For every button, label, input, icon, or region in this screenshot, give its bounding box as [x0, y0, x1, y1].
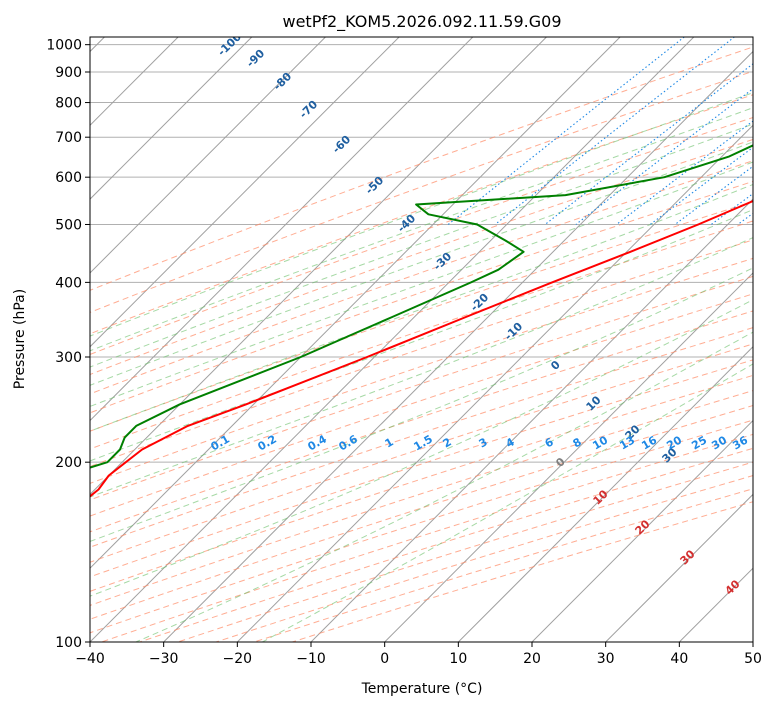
- dry-adiabat-line: [90, 310, 753, 533]
- x-tick-label: 10: [449, 651, 467, 667]
- isotherm-line: [90, 37, 474, 422]
- moist-adiabat-line: [90, 299, 753, 597]
- dry-adiabat-line: [90, 201, 753, 432]
- moist-adiabat-line: [90, 237, 753, 498]
- isotherm-line: [531, 419, 753, 642]
- dry-adiabat-line: [90, 117, 753, 355]
- isotherm-line: [457, 346, 753, 642]
- y-tick-label: 900: [55, 65, 82, 81]
- moist-adiabat-line: [90, 183, 753, 432]
- isotherm-line: [90, 37, 621, 569]
- dry-adiabat-line: [90, 257, 753, 484]
- isotherm-line: [384, 272, 753, 642]
- profile-layer: [90, 144, 753, 498]
- y-axis-title: Pressure (hPa): [12, 289, 28, 389]
- dewpoint-profile-line: [90, 144, 753, 469]
- mixing-ratio-line: [544, 63, 753, 225]
- plot-frame: [89, 36, 754, 643]
- chart-title: wetPf2_KOM5.2026.092.11.59.G09: [282, 12, 561, 32]
- x-tick-label: −10: [296, 651, 326, 667]
- y-tick-label: 100: [55, 635, 82, 651]
- isotherm-line: [90, 37, 547, 496]
- x-tick-label: 40: [670, 651, 688, 667]
- dry-adiabat-line: [90, 293, 753, 517]
- x-tick-label: −40: [75, 651, 105, 667]
- temperature-profile-line: [90, 199, 753, 498]
- y-tick-label: 500: [55, 217, 82, 233]
- mixing-ratio-line: [575, 88, 753, 225]
- dry-adiabat-line: [90, 70, 753, 313]
- dry-adiabat-line: [90, 160, 753, 395]
- y-tick-label: 400: [55, 275, 82, 291]
- isotherm-line: [90, 37, 326, 274]
- dry-adiabat-line: [90, 46, 753, 291]
- mixing-ratio-line: [649, 146, 753, 225]
- x-axis-title: Temperature (°C): [361, 681, 483, 697]
- x-tick-label: 20: [523, 651, 541, 667]
- moist-adiabat-line: [90, 161, 753, 407]
- isotherm-line: [90, 37, 400, 348]
- isotherm-line: [310, 198, 753, 642]
- moist-adiabat-line: [90, 141, 753, 386]
- dry-adiabat-line: [90, 94, 753, 335]
- moist-adiabat-line: [90, 267, 753, 542]
- y-tick-label: 200: [55, 455, 82, 471]
- y-tick-label: 700: [55, 130, 82, 146]
- x-tick-label: −20: [223, 651, 253, 667]
- isotherm-line: [605, 493, 753, 642]
- dry-adiabat-line: [90, 343, 753, 563]
- isotherm-line: [90, 37, 253, 200]
- x-tick-label: 30: [597, 651, 615, 667]
- isotherm-line: [236, 124, 753, 642]
- dry-adiabat-line: [90, 390, 753, 606]
- y-tick-label: 1000: [46, 38, 82, 54]
- x-tick-label: 50: [744, 651, 762, 667]
- mixing-ratio-line: [494, 37, 736, 225]
- moist-adiabat-line: [90, 123, 753, 368]
- y-tick-label: 800: [55, 96, 82, 112]
- moist-adiabat-line: [90, 92, 753, 337]
- x-tick-label: 0: [380, 651, 389, 667]
- y-tick-label: 300: [55, 350, 82, 366]
- isotherm-line: [163, 50, 753, 642]
- grid-layer: [90, 37, 753, 642]
- y-tick-label: 600: [55, 170, 82, 186]
- dry-adiabat-line: [90, 359, 753, 578]
- moist-adiabat-line: [262, 363, 753, 642]
- x-tick-label: −30: [149, 651, 179, 667]
